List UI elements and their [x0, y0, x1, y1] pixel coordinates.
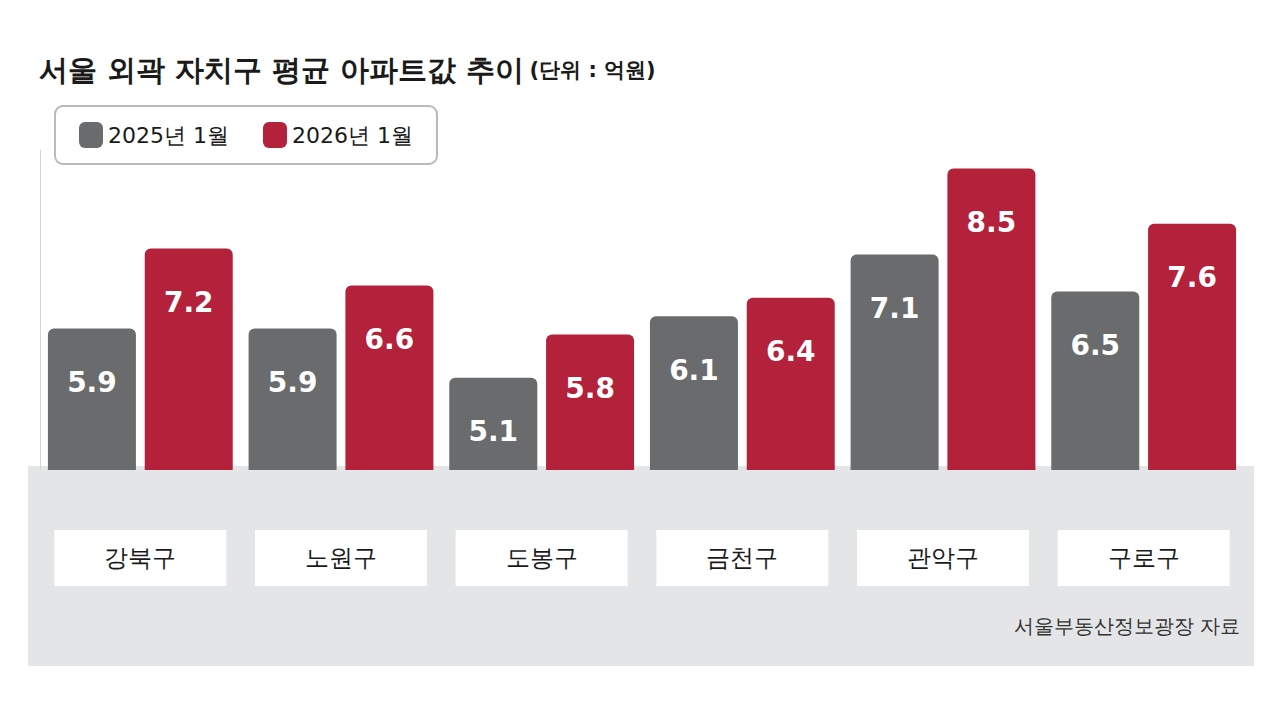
svg-text:6.4: 6.4: [766, 335, 816, 368]
svg-text:노원구: 노원구: [305, 544, 377, 572]
svg-text:7.6: 7.6: [1167, 261, 1217, 294]
svg-text:강북구: 강북구: [104, 544, 176, 572]
svg-text:6.5: 6.5: [1070, 329, 1120, 362]
svg-text:5.8: 5.8: [565, 372, 615, 405]
svg-text:(단위 : 억원): (단위 : 억원): [529, 58, 655, 82]
svg-text:도봉구: 도봉구: [506, 544, 578, 572]
svg-text:6.6: 6.6: [365, 323, 415, 356]
svg-text:서울부동산정보광장 자료: 서울부동산정보광장 자료: [1014, 614, 1240, 638]
svg-text:5.9: 5.9: [268, 366, 318, 399]
svg-text:5.1: 5.1: [468, 415, 518, 448]
svg-text:6.1: 6.1: [669, 354, 719, 387]
svg-text:관악구: 관악구: [907, 544, 979, 572]
svg-text:5.9: 5.9: [67, 366, 117, 399]
svg-text:구로구: 구로구: [1108, 544, 1180, 572]
svg-text:2026년 1월: 2026년 1월: [292, 123, 413, 148]
svg-text:7.1: 7.1: [870, 292, 920, 325]
svg-text:서울 외곽 자치구 평균 아파트값 추이: 서울 외곽 자치구 평균 아파트값 추이: [39, 53, 524, 87]
svg-text:8.5: 8.5: [967, 206, 1017, 239]
svg-text:2025년 1월: 2025년 1월: [108, 123, 229, 148]
svg-text:7.2: 7.2: [164, 286, 214, 319]
svg-text:금천구: 금천구: [706, 544, 778, 572]
